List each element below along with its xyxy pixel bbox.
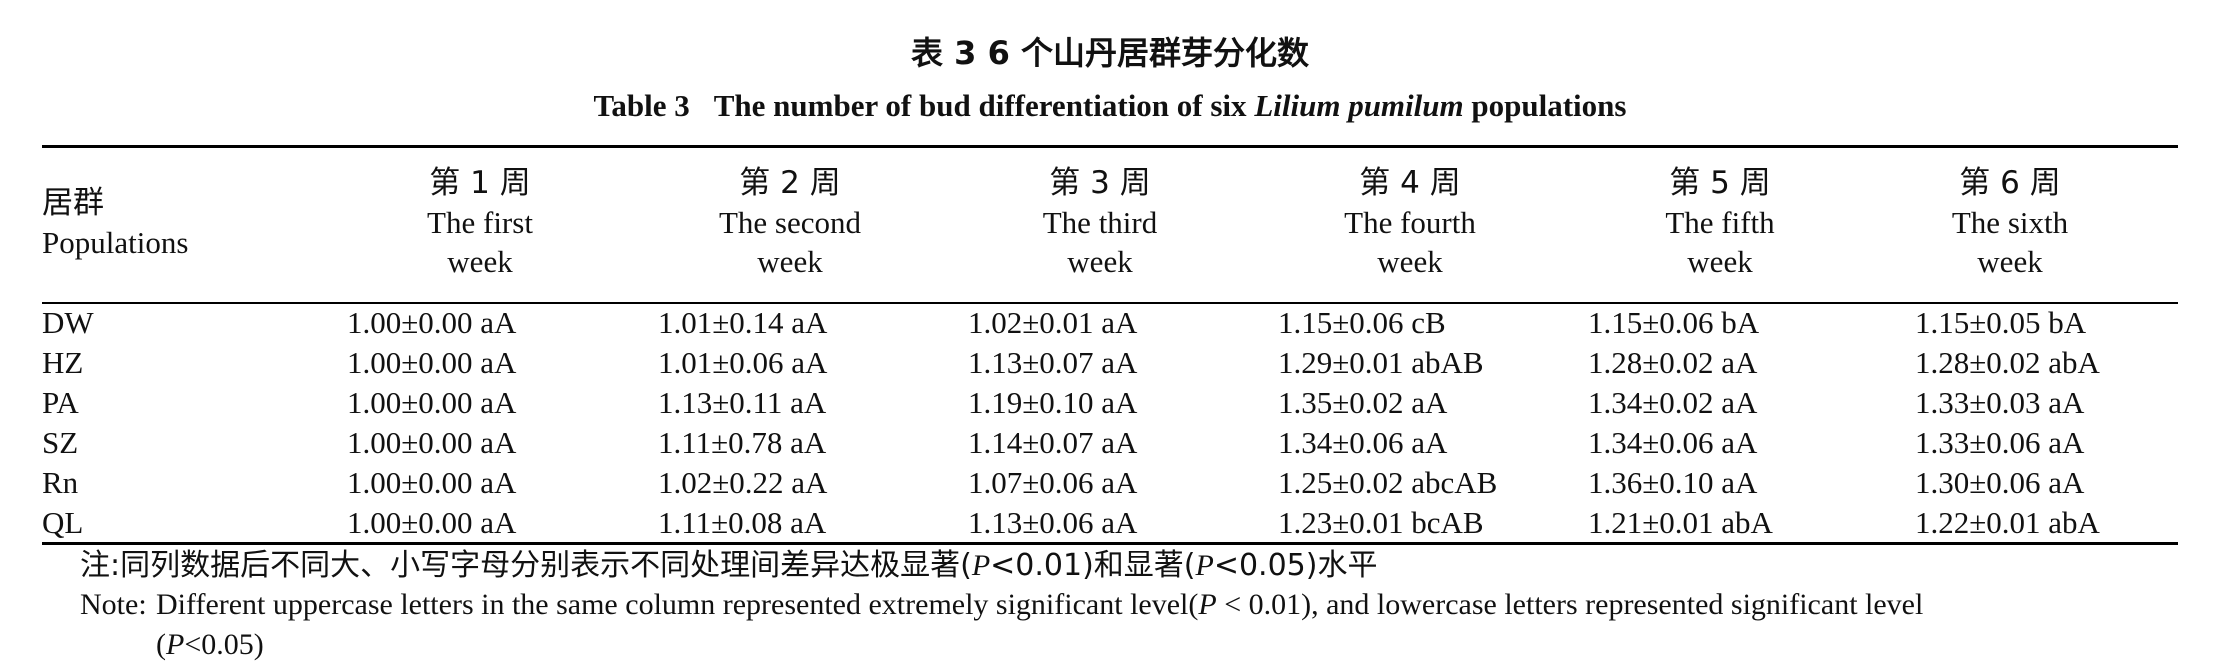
table-cell: 1.01±0.06 aA — [658, 345, 828, 380]
header-week-en2: week — [1067, 244, 1133, 279]
note-p-symbol: P — [1198, 588, 1217, 621]
table-cell: 1.13±0.06 aA — [968, 505, 1138, 540]
note-text-cn-1: 同列数据后不同大、小写字母分别表示不同处理间差异达极显著( — [120, 548, 972, 583]
table-cell: 1.36±0.10 aA — [1588, 465, 1758, 500]
table-cell: 1.00±0.00 aA — [347, 345, 517, 380]
note-english: Note: Different uppercase letters in the… — [80, 585, 2178, 665]
title-main: The number of bud differentiation of six — [713, 88, 1255, 123]
header-week-2: 第 2 周 The second week — [670, 164, 910, 281]
header-week-cn: 第 1 周 — [429, 165, 531, 201]
header-week-en2: week — [1377, 244, 1443, 279]
table-cell: 1.34±0.06 aA — [1588, 425, 1758, 460]
table-cell: 1.33±0.03 aA — [1915, 385, 2085, 420]
header-week-3: 第 3 周 The third week — [980, 164, 1220, 281]
table-cell: 1.00±0.00 aA — [347, 465, 517, 500]
table-cell: 1.19±0.10 aA — [968, 385, 1138, 420]
table-number: Table 3 — [593, 88, 690, 123]
header-week-en2: week — [1687, 244, 1753, 279]
header-populations-cn: 居群 — [42, 185, 104, 221]
header-week-cn: 第 2 周 — [739, 165, 841, 201]
header-week-cn: 第 6 周 — [1959, 165, 2061, 201]
table-cell: 1.07±0.06 aA — [968, 465, 1138, 500]
title-suffix: populations — [1463, 88, 1627, 123]
population-cell: QL — [42, 505, 84, 540]
table-cell: 1.23±0.01 bcAB — [1278, 505, 1484, 540]
header-populations: 居群 Populations — [42, 184, 188, 262]
population-cell: PA — [42, 385, 79, 420]
table-bottom-rule — [42, 542, 2178, 545]
header-week-1: 第 1 周 The first week — [360, 164, 600, 281]
note-p-symbol: P — [1195, 549, 1214, 582]
table-cell: 1.00±0.00 aA — [347, 505, 517, 540]
table-cell: 1.13±0.07 aA — [968, 345, 1138, 380]
table-top-rule — [42, 145, 2178, 148]
header-week-en: The first — [427, 205, 533, 240]
note-text-cn-2: <0.01)和显著( — [990, 548, 1196, 583]
header-populations-en: Populations — [42, 225, 189, 260]
population-cell: DW — [42, 305, 94, 340]
population-cell: Rn — [42, 465, 79, 500]
note-text-cn-3: <0.05)水平 — [1213, 548, 1378, 583]
table-cell: 1.30±0.06 aA — [1915, 465, 2085, 500]
note-chinese: 注:同列数据后不同大、小写字母分别表示不同处理间差异达极显著(P<0.01)和显… — [80, 546, 1377, 586]
note-text-en-line-2: (P<0.05) — [80, 625, 2178, 665]
header-week-cn: 第 5 周 — [1669, 165, 1771, 201]
note-text-en-line-1: Different uppercase letters in the same … — [80, 585, 2178, 625]
note-text-en-4: <0.05) — [184, 628, 264, 661]
table-cell: 1.34±0.02 aA — [1588, 385, 1758, 420]
table-cell: 1.02±0.22 aA — [658, 465, 828, 500]
table-cell: 1.13±0.11 aA — [658, 385, 827, 420]
note-label-cn: 注: — [80, 548, 121, 583]
table-cell: 1.22±0.01 abA — [1915, 505, 2100, 540]
table-cell: 1.34±0.06 aA — [1278, 425, 1448, 460]
header-week-en: The sixth — [1951, 205, 2069, 240]
note-p-symbol: P — [971, 549, 991, 582]
note-p-symbol: P — [166, 628, 185, 661]
table-cell: 1.21±0.01 abA — [1588, 505, 1773, 540]
header-week-en2: week — [447, 244, 513, 279]
table-cell: 1.02±0.01 aA — [968, 305, 1138, 340]
header-week-4: 第 4 周 The fourth week — [1290, 164, 1530, 281]
population-cell: SZ — [42, 425, 79, 460]
table-cell: 1.15±0.06 cB — [1278, 305, 1446, 340]
table-cell: 1.35±0.02 aA — [1278, 385, 1448, 420]
header-week-en2: week — [1977, 244, 2043, 279]
table-cell: 1.28±0.02 aA — [1588, 345, 1758, 380]
table-title-chinese: 表 3 6 个山丹居群芽分化数 — [911, 34, 1309, 72]
table-cell: 1.15±0.06 bA — [1588, 305, 1760, 340]
table-cell: 1.14±0.07 aA — [968, 425, 1138, 460]
table-cell: 1.11±0.08 aA — [658, 505, 827, 540]
table-cell: 1.01±0.14 aA — [658, 305, 828, 340]
table-cell: 1.28±0.02 abA — [1915, 345, 2100, 380]
header-week-6: 第 6 周 The sixth week — [1890, 164, 2130, 281]
note-label-en: Note: — [80, 588, 147, 621]
species-name: Lilium pumilum — [1254, 88, 1464, 123]
table-header-rule — [42, 302, 2178, 304]
header-week-en2: week — [757, 244, 823, 279]
header-week-en: The fifth — [1665, 205, 1775, 240]
note-text-en-1: Different uppercase letters in the same … — [156, 588, 1199, 621]
header-week-cn: 第 3 周 — [1049, 165, 1151, 201]
header-week-en: The fourth — [1344, 205, 1476, 240]
table-cell: 1.00±0.00 aA — [347, 385, 517, 420]
table-cell: 1.11±0.78 aA — [658, 425, 827, 460]
header-week-en: The third — [1042, 205, 1158, 240]
table-cell: 1.33±0.06 aA — [1915, 425, 2085, 460]
header-week-en: The second — [718, 205, 862, 240]
table-cell: 1.25±0.02 abcAB — [1278, 465, 1498, 500]
table-cell: 1.29±0.01 abAB — [1278, 345, 1484, 380]
note-text-en-2: < 0.01), and lowercase letters represent… — [1216, 588, 1924, 621]
table-title-english: Table 3 The number of bud differentiation… — [0, 88, 2220, 124]
table-cell: 1.00±0.00 aA — [347, 425, 517, 460]
header-week-5: 第 5 周 The fifth week — [1600, 164, 1840, 281]
table-cell: 1.15±0.05 bA — [1915, 305, 2087, 340]
table-cell: 1.00±0.00 aA — [347, 305, 517, 340]
note-text-en-3: ( — [156, 628, 166, 661]
header-week-cn: 第 4 周 — [1359, 165, 1461, 201]
population-cell: HZ — [42, 345, 84, 380]
